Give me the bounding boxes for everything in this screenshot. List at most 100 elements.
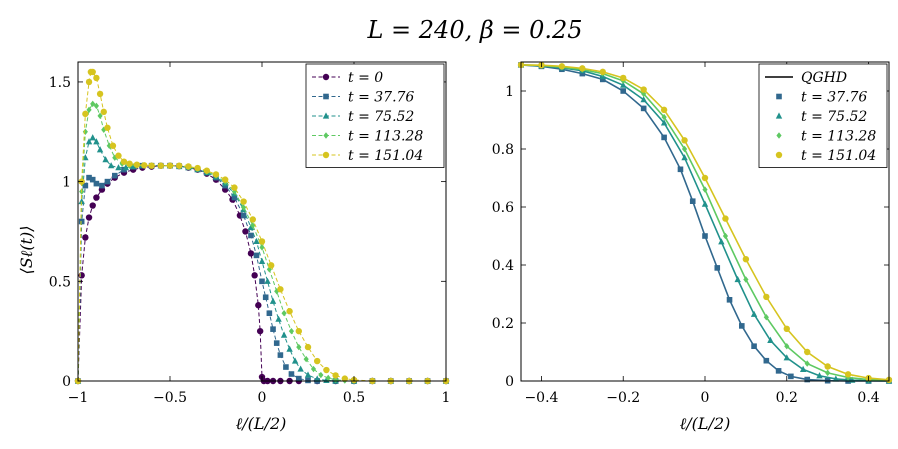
- left-legend-label-3: t = 113.28: [348, 129, 423, 145]
- right-series-0-point-7: [661, 134, 667, 141]
- left-series-3-point-24: [241, 204, 247, 211]
- left-series-4-point-19: [176, 162, 183, 169]
- left-series-1-point-30: [277, 352, 284, 358]
- left-series-4-point-31: [286, 308, 293, 315]
- left-series-1-point-23: [248, 232, 254, 239]
- left-series-4-point-23: [212, 171, 220, 178]
- right-legend-label-1: t = 37.76: [801, 90, 867, 106]
- left-series-4-point-27: [249, 216, 256, 223]
- right-series-1-point-7: [660, 119, 668, 126]
- left-series-0-point-1: [78, 272, 85, 279]
- left-series-4-point-36: [332, 372, 339, 379]
- right-legend-label-2: t = 75.52: [801, 109, 867, 125]
- left-series-4-point-34: [314, 357, 321, 365]
- right-y-tick-label-1: 0.2: [492, 316, 514, 332]
- left-x-tick-label-0: −1: [68, 390, 89, 406]
- right-series-3-point-5: [620, 74, 627, 82]
- left-legend-entry-4: t = 151.04: [312, 148, 423, 164]
- left-series-4-point-18: [166, 162, 174, 169]
- left-series-0-point-24: [247, 250, 255, 257]
- left-series-0-point-26: [255, 302, 262, 309]
- right-series-1-point-11: [734, 275, 741, 283]
- right-panel: ℓ/(L/2) −0.4 −0.2 0 0.2 0.4 0 0.2 0.4 0.6 0.8 1 QGH…: [492, 61, 893, 433]
- right-x-tick-label-1: −0.2: [606, 390, 640, 406]
- left-series-2-point-25: [253, 237, 260, 245]
- right-series-3-point-4: [599, 68, 606, 76]
- left-y-tick-label-2: 1: [62, 175, 71, 191]
- left-legend-marker-1: [323, 93, 329, 100]
- right-legend-entry-3: t = 113.28: [776, 129, 876, 145]
- right-series-1-point-6: [640, 96, 647, 103]
- right-series-2-point-7: [661, 113, 667, 121]
- left-series-3-point-31: [296, 343, 302, 351]
- left-x-tick-label-3: 0.5: [343, 390, 365, 406]
- right-series-0-point-6: [640, 105, 647, 112]
- left-legend-marker-2: [322, 112, 330, 119]
- left-series-3-point-36: [333, 376, 339, 384]
- left-legend-entry-1: t = 37.76: [312, 90, 414, 106]
- left-panel: ⟨Sℓ(t)⟩ ℓ/(L/2) −1 −0.5 0 0.5 1 0 0.5 1 1.5 t = 0…: [17, 61, 451, 433]
- right-series-0-point-5: [620, 88, 627, 94]
- left-series-2-point-10: [122, 164, 130, 171]
- left-series-2-point-35: [314, 375, 321, 382]
- left-series-4-point-9: [104, 124, 111, 131]
- figure-title: L = 240, β = 0.25: [366, 16, 582, 44]
- right-series-1-point-15: [799, 365, 807, 372]
- left-series-3-point-4: [90, 100, 96, 108]
- left-series-4-point-29: [268, 262, 275, 269]
- left-series-3-point-34: [318, 371, 324, 379]
- left-y-tick-label-1: 0.5: [49, 274, 71, 290]
- left-series-1-point-28: [270, 326, 276, 332]
- right-series-2-point-12: [763, 314, 769, 321]
- left-series-1-point-29: [273, 340, 280, 346]
- right-series-2-point-8: [681, 145, 688, 153]
- left-series-1-point-3: [86, 174, 92, 181]
- left-legend-marker-0: [322, 73, 330, 81]
- right-y-tick-label-4: 0.8: [492, 142, 514, 158]
- right-series-0-point-18: [804, 376, 811, 383]
- right-series-0-point-15: [763, 357, 770, 364]
- right-series-3-point-10: [722, 215, 729, 222]
- left-series-2-point-31: [286, 345, 293, 352]
- right-series-1-point-14: [783, 354, 790, 361]
- left-series-2-point-29: [275, 315, 282, 322]
- right-series-0-point-8: [677, 166, 684, 173]
- right-x-tick-label-3: 0.2: [776, 390, 798, 406]
- right-series-2-point-6: [641, 90, 647, 98]
- left-series-3-point-29: [281, 310, 287, 317]
- right-series-2-point-15: [825, 369, 831, 377]
- right-series-0-point-4: [599, 76, 606, 83]
- left-legend-label-0: t = 0: [348, 70, 383, 86]
- left-series-4-point-22: [203, 167, 210, 174]
- left-series-3-point-27: [266, 266, 272, 273]
- right-series-3-point-16: [844, 371, 852, 378]
- left-series-1-point-33: [296, 375, 302, 382]
- left-series-4-point-26: [240, 198, 247, 205]
- right-series-1-point-8: [681, 154, 688, 161]
- left-series-3-point-30: [288, 327, 295, 335]
- right-series-0-point-3: [579, 70, 586, 77]
- right-series-3-point-9: [701, 174, 709, 182]
- left-series-4-point-3: [85, 78, 93, 86]
- right-series-0-point-11: [714, 265, 721, 271]
- left-x-tick-label-4: 1: [442, 390, 451, 406]
- left-series-1-point-21: [231, 194, 238, 201]
- left-series-0: [74, 162, 450, 385]
- left-series-3-point-26: [259, 244, 265, 251]
- left-x-label: ℓ/(L/2): [236, 414, 287, 433]
- right-y-tick-label-5: 1: [505, 84, 514, 100]
- right-legend-label-4: t = 151.04: [801, 148, 876, 164]
- right-series-3-point-3: [579, 65, 586, 72]
- left-series-3-point-3: [86, 106, 92, 114]
- left-y-tick-label-3: 1.5: [49, 75, 71, 91]
- left-series-1-point-8: [112, 172, 118, 179]
- left-series-1-point-32: [288, 371, 295, 377]
- left-series-1-point-22: [240, 212, 247, 219]
- left-series-4-point-25: [231, 184, 238, 191]
- left-y-label: ⟨Sℓ(t)⟩: [17, 225, 36, 274]
- left-series-4-point-6: [93, 74, 100, 82]
- right-x-tick-label-0: −0.4: [524, 390, 558, 406]
- left-series-0-point-25: [251, 272, 258, 279]
- right-x-tick-label-2: 0: [701, 390, 710, 406]
- left-series-2-point-27: [264, 277, 271, 284]
